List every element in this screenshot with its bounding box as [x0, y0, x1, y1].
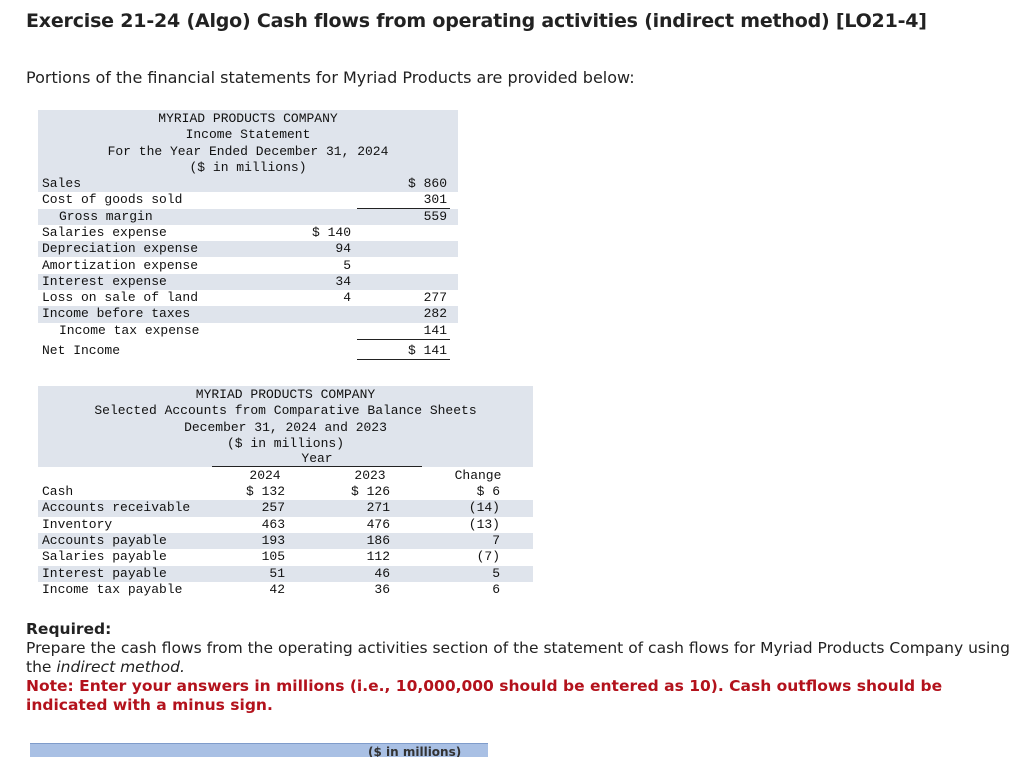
year-label: Year — [301, 451, 333, 466]
row-label: Interest expense — [42, 273, 167, 289]
income-heading: MYRIAD PRODUCTS COMPANY — [158, 111, 338, 126]
row-bg — [38, 500, 533, 517]
row-bg — [38, 273, 458, 291]
amount: 4 — [343, 290, 351, 306]
balance-heading: Selected Accounts from Comparative Balan… — [94, 403, 477, 419]
intro: Portions of the financial statements for… — [26, 68, 635, 87]
amount: 105 — [261, 549, 285, 565]
amount: 5 — [492, 565, 500, 581]
underline — [357, 359, 450, 360]
row-bg — [38, 565, 533, 582]
income-header-bg — [38, 110, 458, 176]
row-bg — [38, 176, 458, 193]
row-label: Income before taxes — [42, 306, 191, 322]
amount: 476 — [366, 516, 390, 532]
required-text: Prepare the cash flows from the operatin… — [26, 639, 1016, 677]
row-bg — [38, 241, 458, 258]
income-heading: ($ in millions) — [189, 159, 307, 175]
row-label: Accounts payable — [42, 532, 167, 548]
amount: $ 141 — [407, 343, 447, 358]
row-label: Cash — [42, 484, 74, 499]
amount: 112 — [366, 549, 390, 565]
income-heading: Income Statement — [185, 127, 311, 143]
row-label: Sales — [42, 176, 82, 191]
row-label: Accounts receivable — [42, 500, 191, 516]
amount: 94 — [335, 241, 351, 257]
amount: 46 — [374, 565, 390, 581]
row-label: Salaries payable — [42, 549, 167, 565]
amount: 5 — [343, 257, 351, 273]
underline — [357, 338, 450, 340]
row-label: Inventory — [42, 516, 113, 532]
balance-heading: MYRIAD PRODUCTS COMPANY — [195, 387, 376, 402]
row-bg — [38, 306, 458, 323]
year-rule — [212, 466, 422, 467]
column-header: Change — [454, 468, 502, 483]
amount: 34 — [335, 273, 351, 289]
amount: 36 — [374, 581, 390, 597]
income-heading: For the Year Ended December 31, 2024 — [107, 143, 389, 159]
amount: 7 — [492, 532, 500, 548]
amount: $ 126 — [350, 484, 390, 499]
amount: 186 — [366, 532, 390, 548]
answer-table-unit: ($ in millions) — [368, 745, 462, 757]
amount: 277 — [423, 290, 447, 306]
amount: 193 — [261, 532, 285, 548]
required-body: Prepare the cash flows from the operatin… — [26, 639, 1010, 676]
row-bg — [38, 532, 533, 550]
row-label: Loss on sale of land — [42, 290, 199, 306]
amount: 559 — [423, 208, 447, 224]
balance-heading: December 31, 2024 and 2023 — [184, 419, 387, 435]
row-label: Depreciation expense — [42, 241, 199, 257]
required-heading: Required: — [26, 620, 112, 638]
balance-heading: ($ in millions) — [226, 435, 345, 451]
balance-header-bg — [38, 386, 533, 467]
amount: $ 140 — [311, 224, 351, 240]
row-label: Income tax payable — [42, 581, 183, 597]
amount: 51 — [269, 565, 285, 581]
amount: 257 — [261, 500, 285, 516]
amount: $ 132 — [245, 484, 285, 499]
amount: (13) — [468, 516, 500, 532]
amount: (7) — [476, 549, 500, 565]
required-emphasis: indirect method. — [56, 658, 185, 676]
row-label: Amortization expense — [42, 257, 199, 273]
amount: 301 — [423, 192, 447, 208]
row-label: Cost of goods sold — [42, 192, 183, 208]
answer-table-header: ($ in millions) — [30, 743, 488, 757]
row-label: Net Income — [42, 343, 121, 358]
title: Exercise 21-24 (Algo) Cash flows from op… — [26, 10, 927, 32]
amount: 42 — [269, 581, 285, 597]
row-label: Salaries expense — [42, 224, 167, 240]
amount: 463 — [261, 516, 285, 532]
column-header: 2023 — [354, 468, 386, 483]
amount: 141 — [423, 322, 447, 338]
row-bg — [38, 208, 458, 225]
row-label: Income tax expense — [59, 322, 200, 338]
amount: $ 6 — [476, 484, 500, 499]
amount: 282 — [423, 306, 447, 322]
amount: 271 — [366, 500, 390, 516]
amount: 6 — [492, 581, 500, 597]
row-label: Interest payable — [42, 565, 167, 581]
amount: $ 860 — [407, 176, 447, 191]
required-note: Note: Enter your answers in millions (i.… — [26, 677, 943, 714]
column-header: 2024 — [249, 468, 281, 483]
row-label: Gross margin — [59, 208, 153, 224]
amount: (14) — [468, 500, 500, 516]
